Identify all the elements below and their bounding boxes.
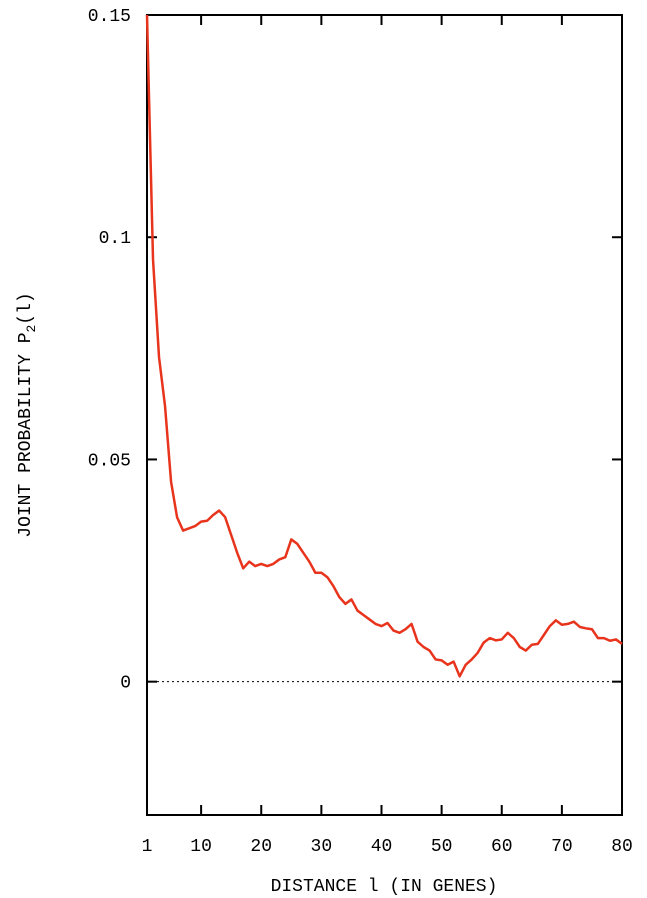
y-axis-label-tail: (l)	[16, 292, 36, 324]
x-tick-label: 30	[311, 837, 333, 857]
x-axis-label: DISTANCE l (IN GENES)	[271, 877, 498, 897]
y-tick-label: 0.15	[88, 7, 131, 27]
series-line-joint-probability	[145, 14, 623, 678]
x-tick-label: 10	[190, 837, 212, 857]
x-tick-label: 40	[371, 837, 393, 857]
x-tick-label: 50	[431, 837, 453, 857]
plot-frame	[146, 14, 623, 816]
tick-marks	[146, 14, 623, 815]
x-tick-labels: 1 10 20 30 40 50 60 70 80	[142, 837, 633, 857]
y-axis-label: JOINT PROBABILITY P2(l)	[16, 292, 39, 537]
x-tick-label: 60	[491, 837, 513, 857]
y-tick-label: 0.1	[99, 229, 131, 249]
x-tick-label: 80	[611, 837, 633, 857]
y-tick-label: 0.05	[88, 451, 131, 471]
x-tick-label: 70	[551, 837, 573, 857]
y-tick-label: 0	[120, 674, 131, 694]
series-group	[145, 14, 623, 678]
y-axis-label-subscript: 2	[24, 325, 39, 333]
y-tick-labels: 0 0.05 0.1 0.15	[88, 7, 131, 694]
x-tick-label: 1	[142, 837, 153, 857]
y-axis-label-main: JOINT PROBABILITY P	[16, 332, 36, 537]
x-tick-label: 20	[250, 837, 272, 857]
